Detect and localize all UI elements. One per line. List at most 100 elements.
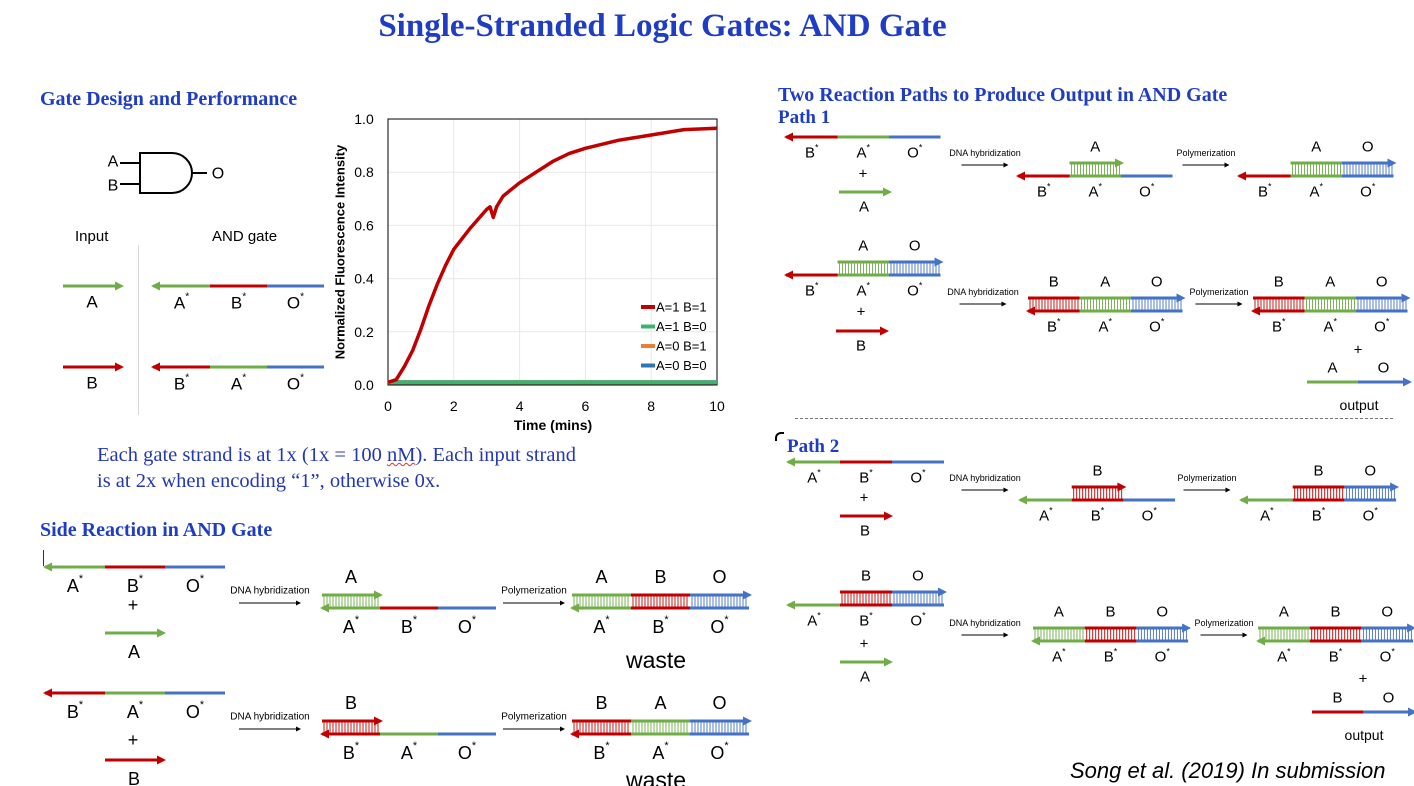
- column-divider: [138, 245, 139, 415]
- plus-sign: +: [1354, 342, 1363, 359]
- step-label-hybridization: DNA hybridization: [949, 148, 1021, 158]
- arrow-left-icon: [784, 132, 793, 142]
- citation: Song et al. (2019) In submission: [1070, 758, 1386, 783]
- asterisk: *: [1153, 505, 1157, 515]
- asterisk: *: [922, 610, 926, 620]
- asterisk: *: [242, 291, 246, 302]
- path2-strand-label: A*: [807, 467, 821, 486]
- asterisk: *: [1099, 181, 1103, 191]
- legend-label: A=0 B=0: [656, 358, 707, 373]
- arrow-left-icon: [1256, 636, 1265, 646]
- arrow-right-icon: [115, 281, 124, 291]
- path1-strand-label: A*: [1309, 181, 1323, 200]
- y-tick-label: 0.4: [354, 271, 374, 287]
- arrow-left-icon: [320, 603, 329, 613]
- arrow-right-icon: [115, 362, 124, 372]
- output-label: output: [1345, 727, 1384, 743]
- path2-strand-label: B*: [859, 467, 873, 486]
- side-reaction-strand-label: A*: [652, 740, 669, 763]
- asterisk: *: [1062, 646, 1066, 656]
- path1-strand-label: B*: [1037, 181, 1051, 200]
- side-reaction-strand-label: B*: [652, 614, 669, 637]
- resize-handle-icon: [775, 432, 784, 441]
- arrowhead-icon: [1003, 487, 1009, 493]
- gate-input-a-label: A: [108, 154, 119, 171]
- asterisk: *: [300, 291, 304, 302]
- side-reaction-strand-top-label: A: [595, 567, 607, 587]
- asterisk: *: [919, 142, 923, 152]
- side-reaction-strand-label: B*: [127, 573, 144, 596]
- step-label-hybridization: DNA hybridization: [947, 287, 1019, 297]
- arrow-left-icon: [786, 600, 795, 610]
- path2-strand-label: B*: [859, 610, 873, 629]
- arrow-right-icon: [883, 187, 892, 197]
- asterisk: *: [867, 142, 871, 152]
- path1-strand-top-label: A: [1090, 139, 1100, 156]
- side-reaction-strand-label: A*: [593, 614, 610, 637]
- arrow-right-icon: [743, 590, 752, 600]
- arrow-left-icon: [570, 729, 579, 739]
- x-axis-label: Time (mins): [514, 417, 592, 433]
- side-reaction-strand-top-label: B: [128, 769, 140, 786]
- side-reaction-strand-top-label: B: [654, 567, 666, 587]
- path1-strand-label: A*: [1088, 181, 1102, 200]
- asterisk: *: [355, 614, 360, 626]
- side-reaction-strand-label: B*: [593, 740, 610, 763]
- path2-strand-top-label: A: [860, 669, 870, 686]
- asterisk: *: [1374, 505, 1378, 515]
- arrow-left-icon: [784, 270, 793, 280]
- arrowhead-icon: [1224, 162, 1230, 168]
- spellcheck-word: nM: [386, 444, 416, 466]
- arrowhead-icon: [1001, 301, 1007, 307]
- asterisk: *: [922, 467, 926, 477]
- gate-design-strand-label: A*: [231, 372, 246, 393]
- asterisk: *: [1334, 316, 1338, 326]
- path2-strand-label: O*: [1363, 505, 1379, 524]
- side-reaction-strand-top-label: A: [654, 693, 666, 713]
- arrow-left-icon: [320, 729, 329, 739]
- side-reaction-strand-label: O*: [186, 699, 205, 722]
- arrowhead-icon: [1225, 487, 1231, 493]
- asterisk: *: [79, 699, 84, 711]
- step-label-hybridization: DNA hybridization: [230, 712, 309, 723]
- asterisk: *: [300, 372, 304, 383]
- arrow-right-icon: [157, 628, 166, 638]
- asterisk: *: [1391, 646, 1395, 656]
- asterisk: *: [355, 740, 360, 752]
- path1-strand-top-label: A: [859, 199, 869, 216]
- path2-strand-top-label: B: [860, 523, 870, 540]
- asterisk: *: [472, 614, 477, 626]
- side-reaction-strand-label: A*: [127, 699, 144, 722]
- arrow-right-icon: [374, 590, 383, 600]
- side-reaction-heading: Side Reaction in AND Gate: [40, 519, 273, 541]
- path1-strand-top-label: B: [1049, 274, 1059, 291]
- side-reaction-strand-label: O*: [710, 614, 729, 637]
- gate-design-strand-label: O*: [287, 372, 304, 393]
- arrow-left-icon: [1016, 171, 1025, 181]
- path1-strand-top-label: O: [909, 238, 921, 255]
- side-reaction-strand-label: O*: [710, 740, 729, 763]
- path2-strand-top-label: O: [912, 568, 924, 585]
- arrow-right-icon: [880, 326, 889, 336]
- path2-strand-top-label: B: [1332, 690, 1342, 707]
- asterisk: *: [605, 740, 610, 752]
- arrow-left-icon: [43, 562, 52, 572]
- concentration-note: Each gate strand is at 1x (1x = 100 nM).…: [97, 442, 576, 494]
- plus-sign: +: [860, 490, 869, 507]
- arrow-right-icon: [1408, 707, 1414, 717]
- step-label-hybridization: DNA hybridization: [949, 618, 1021, 628]
- path2-strand-top-label: B: [861, 568, 871, 585]
- arrow-right-icon: [743, 716, 752, 726]
- path1-strand-top-label: O: [1378, 360, 1390, 377]
- side-reaction-strand-top-label: A: [345, 567, 357, 587]
- arrowhead-icon: [296, 726, 301, 732]
- path2-strand-top-label: B: [1093, 463, 1103, 480]
- side-reaction-strand-label: A*: [401, 740, 418, 763]
- path1-label: Path 1: [778, 107, 831, 128]
- asterisk: *: [1114, 646, 1118, 656]
- asterisk: *: [867, 280, 871, 290]
- arrow-right-icon: [1117, 482, 1127, 492]
- step-label-hybridization: DNA hybridization: [230, 586, 309, 597]
- path1-strand-top-label: O: [1151, 274, 1163, 291]
- asterisk: *: [1282, 316, 1286, 326]
